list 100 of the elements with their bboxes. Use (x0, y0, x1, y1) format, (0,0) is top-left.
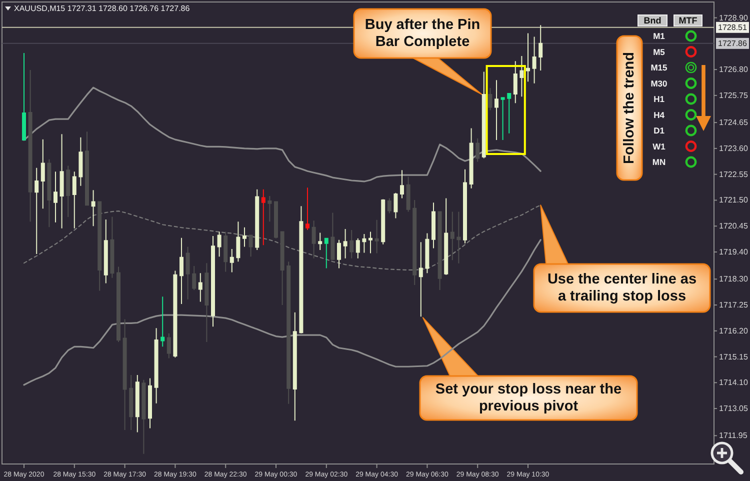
candlestick (34, 167, 39, 254)
text: M1 (653, 31, 666, 41)
candlestick (72, 171, 76, 229)
candlestick (432, 202, 436, 249)
annotation: Buy after the Pin Bar Complete (364, 17, 480, 50)
candlestick (230, 248, 234, 273)
candlestick (78, 136, 83, 186)
candlestick (374, 219, 379, 254)
candlestick (463, 168, 467, 244)
candlestick (368, 231, 372, 254)
candlestick (538, 24, 543, 72)
candlestick (60, 134, 64, 229)
candlestick (306, 187, 310, 231)
candlestick (116, 266, 120, 342)
candlestick (286, 261, 291, 404)
candlestick (91, 190, 96, 227)
text: M15 (650, 62, 668, 72)
y-tick-label: 1724.65 (719, 118, 748, 128)
candlestick (438, 211, 442, 290)
candlestick (166, 332, 171, 359)
candlestick (248, 234, 253, 258)
y-tick-label: 1726.80 (719, 65, 748, 74)
text: H4 (654, 110, 665, 120)
y-tick-label: 1721.50 (719, 196, 748, 205)
candlestick (418, 242, 423, 318)
y-tick-label: 1716.20 (719, 326, 748, 336)
y-tick-label: 1715.15 (719, 352, 748, 362)
candlestick (242, 226, 246, 248)
candlestick (211, 235, 215, 328)
candlestick (494, 80, 498, 141)
candlestick (312, 220, 316, 259)
candlestick (198, 272, 202, 302)
text: W1 (652, 141, 666, 152)
y-tick-label: 1711.95 (719, 431, 748, 440)
y-tick-label: 1723.60 (719, 144, 748, 153)
line-series (23, 86, 542, 182)
candlestick (507, 92, 512, 134)
y-tick-label: 1725.75 (719, 90, 748, 100)
y-tick-label: 1728.90 (719, 13, 748, 22)
candlestick (350, 230, 354, 259)
y-tick-label: 1720.45 (719, 222, 748, 231)
candlestick (40, 138, 45, 210)
candlestick (98, 201, 102, 292)
candlestick (280, 231, 284, 306)
candlestick (173, 270, 178, 358)
candlestick (400, 170, 404, 199)
text: D1 (654, 126, 665, 136)
chart-title: XAUUSD,M15 1727.31 1728.60 1726.76 1727.86 (14, 4, 190, 13)
candlestick (54, 171, 58, 223)
candlestick (268, 196, 272, 222)
candlestick (142, 379, 146, 454)
candlestick (180, 237, 184, 304)
candlestick (412, 199, 417, 286)
candlestick (488, 88, 492, 111)
candlestick (135, 374, 140, 433)
candlestick (66, 165, 70, 218)
y-tick-label: 1717.25 (719, 300, 748, 310)
candlestick (450, 211, 454, 261)
candlestick (292, 312, 297, 422)
candlestick (148, 378, 152, 429)
candlestick (299, 206, 304, 334)
candlestick (406, 176, 410, 212)
y-tick-label: 1722.55 (719, 170, 748, 179)
candlestick (425, 232, 430, 274)
candlestick (318, 232, 322, 251)
text: MN (652, 157, 666, 167)
candlestick (387, 198, 392, 214)
candlestick (532, 36, 536, 84)
line-series (23, 204, 542, 271)
text: Bnd (644, 16, 662, 26)
candlestick (217, 231, 222, 258)
candlestick (324, 238, 328, 269)
candlestick (224, 231, 228, 272)
candlestick (160, 296, 165, 348)
candlestick (337, 239, 341, 269)
candlestick (456, 211, 461, 264)
candlestick (362, 233, 366, 254)
candlestick (192, 266, 196, 290)
y-tick-label: 1713.05 (719, 404, 748, 414)
annotation: Set your stop loss near the previous pivot (435, 382, 622, 414)
candlestick (47, 158, 52, 228)
text: M30 (650, 78, 668, 88)
candlestick (104, 218, 108, 284)
candlestick (110, 216, 114, 278)
candlestick (186, 246, 190, 300)
candlestick (122, 318, 127, 430)
candlestick (381, 198, 386, 245)
candlestick (255, 188, 260, 251)
y-tick-label: 1719.40 (719, 247, 748, 256)
text: Use the center line as a trailing stop loss (547, 272, 697, 304)
candlestick (394, 192, 398, 219)
text: M5 (653, 46, 666, 57)
candlestick (204, 262, 209, 342)
y-tick-label: 1718.30 (719, 274, 748, 284)
candlestick (476, 138, 480, 162)
candlestick (500, 97, 505, 141)
candlestick (85, 131, 89, 206)
candlestick (356, 238, 360, 259)
candlestick (236, 221, 240, 262)
text: H1 (654, 94, 665, 104)
